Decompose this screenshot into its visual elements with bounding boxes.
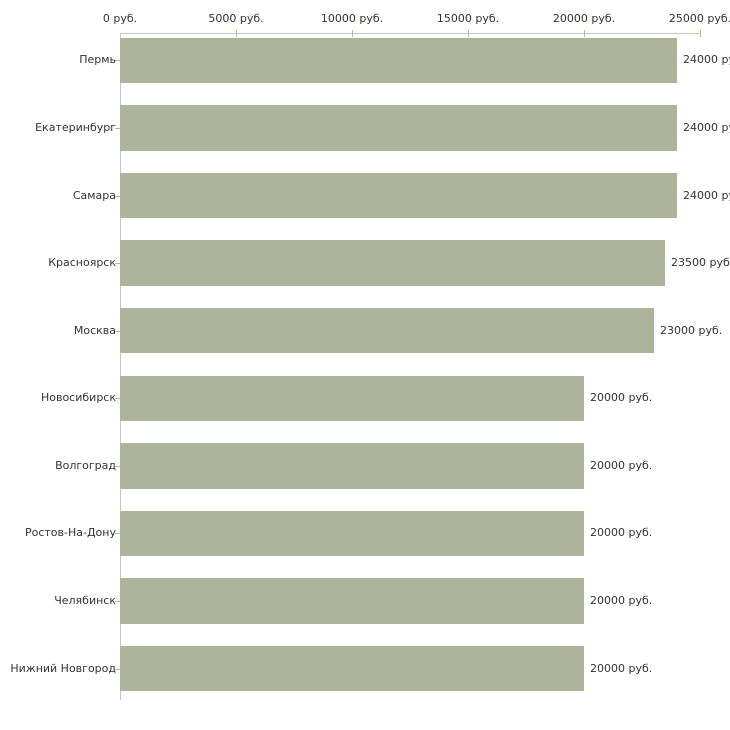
bar [120, 240, 665, 286]
category-label: Екатеринбург [35, 121, 116, 134]
category-label: Пермь [79, 53, 116, 66]
value-label: 20000 руб. [590, 391, 653, 404]
x-axis-tick [352, 30, 353, 37]
category-tick [115, 601, 120, 602]
category-tick [115, 196, 120, 197]
bar [120, 375, 584, 422]
value-label: 24000 руб. [683, 121, 730, 134]
category-label: Красноярск [48, 256, 116, 269]
value-label: 20000 руб. [590, 526, 653, 539]
x-axis-tick-label: 10000 руб. [320, 12, 384, 25]
x-axis-tick-label: 25000 руб. [668, 12, 730, 25]
x-axis-tick-label: 5000 руб. [208, 12, 264, 25]
x-axis-tick-label: 0 руб. [102, 12, 138, 25]
bar [120, 105, 677, 151]
category-tick [115, 128, 120, 129]
bar [120, 578, 584, 624]
value-label: 20000 руб. [590, 662, 653, 675]
value-label: 20000 руб. [590, 459, 653, 472]
category-label: Ростов-На-Дону [24, 526, 116, 539]
value-label: 24000 руб. [683, 53, 730, 66]
category-label: Новосибирск [40, 391, 116, 404]
category-label: Волгоград [55, 459, 116, 472]
value-label: 24000 руб. [683, 189, 730, 202]
category-tick [115, 60, 120, 61]
category-label: Самара [72, 189, 116, 202]
category-label: Нижний Новгород [10, 662, 116, 675]
category-tick [115, 263, 120, 264]
bar [120, 172, 677, 219]
value-label: 20000 руб. [590, 594, 653, 607]
category-tick [115, 466, 120, 467]
value-label: 23000 руб. [660, 324, 723, 337]
x-axis-tick-label: 15000 руб. [436, 12, 500, 25]
category-label: Москва [73, 324, 116, 337]
category-tick [115, 398, 120, 399]
x-axis-tick [236, 30, 237, 37]
category-tick [115, 669, 120, 670]
category-tick [115, 533, 120, 534]
bar [120, 645, 584, 692]
x-axis-line [120, 33, 700, 34]
category-tick [115, 331, 120, 332]
x-axis-tick [700, 30, 701, 37]
x-axis-tick [584, 30, 585, 37]
bar [120, 307, 654, 354]
x-axis-tick [468, 30, 469, 37]
bar [120, 510, 584, 557]
value-label: 23500 руб. [671, 256, 730, 269]
category-label: Челябинск [54, 594, 116, 607]
bar [120, 443, 584, 489]
bar [120, 37, 677, 84]
y-axis-line [120, 33, 121, 700]
x-axis-tick-label: 20000 руб. [552, 12, 616, 25]
